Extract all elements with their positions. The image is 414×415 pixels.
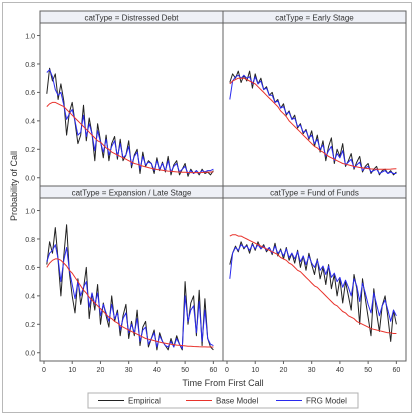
series-line-frg-model [46,244,214,349]
x-tick-label: 20 [97,367,105,374]
y-tick-label: 0.2 [25,147,35,154]
legend: Empirical Base Model FRG Model [87,392,359,409]
panel-top-left: catType = Distressed Debt [39,10,224,187]
panel-top-right: catType = Early Stage [222,10,407,187]
y-tick-label: 0.6 [25,265,35,272]
legend-label-base-model: Base Model [216,397,258,406]
y-tick-label: 0.4 [25,119,35,126]
y-axis-label: Probability of Call [9,151,19,221]
series-line-frg-model [229,244,397,322]
x-tick-label: 0 [42,367,46,374]
x-tick-label: 40 [336,367,344,374]
series-line-empirical [229,241,397,342]
x-tick-label: 30 [125,367,133,374]
panel-title: catType = Fund of Funds [270,189,359,198]
x-tick-label: 30 [308,367,316,374]
y-tick-label: 1.0 [25,208,35,215]
panel-title: catType = Distressed Debt [84,14,179,23]
y-tick-label: 0.4 [25,294,35,301]
x-tick-label: 60 [392,367,400,374]
x-tick-label: 40 [153,367,161,374]
y-tick-label: 1.0 [25,33,35,40]
axis-layer: 0.0 0.2 0.4 0.6 0.8 1.0 0.0 0.2 0.4 0.6 0.8 1.0 0 10 2… [25,33,400,374]
panel-strip [222,10,407,24]
y-tick-label: 0.6 [25,90,35,97]
y-tick-label: 0.0 [25,176,35,183]
x-tick-label: 10 [68,367,76,374]
legend-label-empirical: Empirical [128,397,161,406]
series-line-frg-model [46,69,214,174]
series-line-base-model [229,234,397,334]
series-line-base-model [46,258,214,348]
x-tick-label: 50 [181,367,189,374]
legend-label-frg-model: FRG Model [306,397,347,406]
panel-title: catType = Early Stage [275,14,354,23]
series-line-base-model [46,101,214,174]
x-tick-label: 0 [225,367,229,374]
x-tick-label: 60 [209,367,217,374]
series-layer [229,70,397,176]
panel-bottom-left: catType = Expansion / Late Stage [39,185,224,362]
panel-bottom-right: catType = Fund of Funds [222,185,407,362]
series-layer [46,67,214,177]
x-axis-label: Time From First Call [182,378,263,388]
x-tick-label: 20 [280,367,288,374]
y-tick-label: 0.0 [25,351,35,358]
y-tick-label: 0.8 [25,62,35,69]
series-line-frg-model [229,74,397,174]
series-layer [46,224,214,351]
y-tick-label: 0.8 [25,237,35,244]
x-tick-label: 10 [251,367,259,374]
panel-title: catType = Expansion / Late Stage [72,189,192,198]
panel-strip [222,185,407,199]
series-line-base-model [229,77,397,170]
x-tick-label: 50 [364,367,372,374]
y-tick-label: 0.2 [25,322,35,329]
series-layer [229,234,397,342]
